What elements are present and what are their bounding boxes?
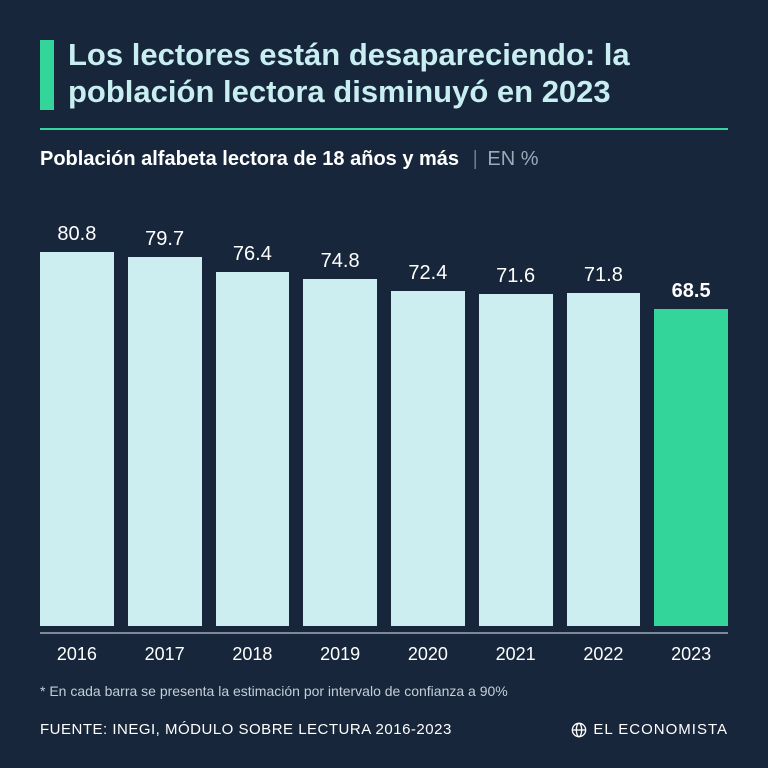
footnote: * En cada barra se presenta la estimació…: [40, 683, 728, 699]
bar-value-label: 79.7: [145, 228, 184, 251]
bar: [391, 291, 465, 627]
x-axis-label: 2017: [128, 644, 202, 665]
x-axis-label: 2019: [303, 644, 377, 665]
bar-column: 68.5: [654, 280, 728, 626]
bar: [128, 257, 202, 626]
bar: [567, 293, 641, 626]
bar-chart: 80.8 79.7 76.4 74.8 72.4 71.6 71.8 68.5: [40, 219, 728, 632]
bar-column: 71.6: [479, 265, 553, 626]
bar-value-label: 80.8: [57, 223, 96, 246]
x-axis-label: 2016: [40, 644, 114, 665]
source-text: FUENTE: INEGI, MÓDULO SOBRE LECTURA 2016…: [40, 721, 452, 738]
brand-text: EL ECONOMISTA: [593, 721, 728, 738]
subtitle-separator: |: [473, 148, 478, 170]
subtitle-main: Población alfabeta lectora de 18 años y …: [40, 148, 459, 170]
bar: [40, 252, 114, 626]
divider-line: [40, 128, 728, 130]
bar: [479, 294, 553, 626]
bar-column: 80.8: [40, 223, 114, 626]
x-axis-line: [40, 632, 728, 634]
title-accent-bar: [40, 40, 54, 110]
bar-column: 79.7: [128, 228, 202, 626]
bar: [303, 279, 377, 626]
subtitle: Población alfabeta lectora de 18 años y …: [40, 148, 728, 171]
bar-column: 71.8: [567, 264, 641, 626]
x-axis-labels: 2016 2017 2018 2019 2020 2021 2022 2023: [40, 644, 728, 665]
subtitle-unit: EN %: [487, 148, 538, 170]
x-axis-label: 2018: [216, 644, 290, 665]
bar-value-label: 71.6: [496, 265, 535, 288]
main-title: Los lectores están desapareciendo: la po…: [68, 36, 728, 110]
bar-value-label: 74.8: [321, 250, 360, 273]
title-block: Los lectores están desapareciendo: la po…: [40, 36, 728, 110]
bar-value-label: 71.8: [584, 264, 623, 287]
bar: [654, 309, 728, 626]
brand: EL ECONOMISTA: [571, 721, 728, 738]
globe-icon: [571, 722, 587, 738]
footer: FUENTE: INEGI, MÓDULO SOBRE LECTURA 2016…: [40, 721, 728, 738]
bar-value-label: 76.4: [233, 243, 272, 266]
x-axis-label: 2023: [654, 644, 728, 665]
bar-column: 72.4: [391, 262, 465, 627]
infographic-container: Los lectores están desapareciendo: la po…: [0, 0, 768, 768]
bar: [216, 272, 290, 626]
bar-value-label: 72.4: [408, 262, 447, 285]
bar-column: 76.4: [216, 243, 290, 626]
x-axis-label: 2022: [567, 644, 641, 665]
bar-column: 74.8: [303, 250, 377, 626]
bar-value-label: 68.5: [672, 280, 711, 303]
x-axis-label: 2021: [479, 644, 553, 665]
x-axis-label: 2020: [391, 644, 465, 665]
